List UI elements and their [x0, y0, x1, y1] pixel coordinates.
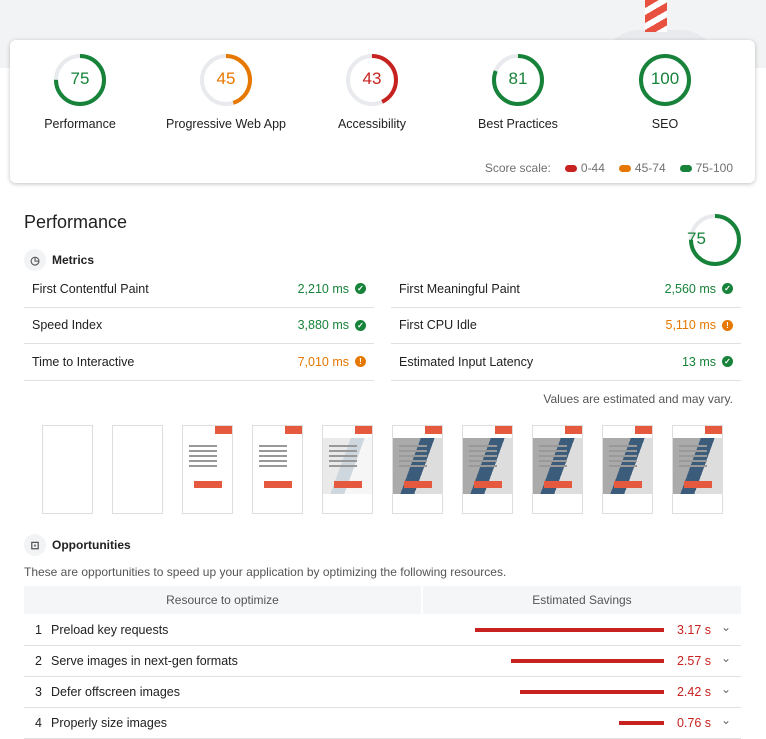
filmstrip-frame — [182, 425, 233, 514]
scores-summary-card: 75 Performance 45 Progressive Web App 43 Ac… — [10, 40, 755, 183]
metrics-right-column: First Meaningful Paint 2,560 ms ✓ First C… — [391, 271, 741, 381]
opportunity-row[interactable]: 4 Properly size images 0.76 s ⌄ — [24, 708, 741, 739]
performance-gauge: 75 — [687, 212, 743, 268]
metric-row: Time to Interactive 7,010 ms ! — [24, 344, 374, 381]
metric-name: Estimated Input Latency — [399, 354, 534, 369]
category-gauge-seo[interactable]: 100 SEO — [605, 52, 725, 131]
opportunity-icon: ⊡ — [24, 534, 46, 556]
gauge-score: 100 — [650, 69, 680, 88]
filmstrip-frame — [532, 425, 583, 514]
metric-row: Speed Index 3,880 ms ✓ — [24, 308, 374, 344]
category-label: SEO — [651, 117, 679, 131]
filmstrip-frame — [252, 425, 303, 514]
filmstrip-frame — [322, 425, 373, 514]
gauge-score: 43 — [362, 69, 382, 88]
gauge-score: 45 — [216, 69, 236, 88]
opportunity-row[interactable]: 1 Preload key requests 3.17 s ⌄ — [24, 615, 741, 646]
chevron-down-icon[interactable]: ⌄ — [720, 651, 731, 665]
opportunities-description: These are opportunities to speed up your… — [24, 565, 507, 579]
opportunity-savings: 0.76 s — [676, 716, 711, 730]
savings-bar — [618, 721, 664, 725]
metric-value: 2,210 ms — [297, 281, 349, 296]
check-icon: ✓ — [355, 319, 366, 331]
opportunity-title: Serve images in next-gen formats — [51, 654, 238, 668]
scale-pass: 75-100 — [679, 161, 733, 175]
info-icon: ! — [355, 356, 366, 368]
opportunities-table-header: Resource to optimize Estimated Savings — [24, 586, 741, 614]
stopwatch-icon: ◷ — [24, 249, 46, 271]
metric-name: First Contentful Paint — [32, 281, 149, 296]
metric-row: First CPU Idle 5,110 ms ! — [391, 308, 741, 344]
scale-average: 45-74 — [618, 161, 666, 175]
metric-value: 3,880 ms — [297, 318, 349, 333]
opportunity-title: Defer offscreen images — [51, 685, 180, 699]
filmstrip-frame — [112, 425, 163, 514]
chevron-down-icon[interactable]: ⌄ — [720, 620, 731, 634]
scale-fail: 0-44 — [564, 161, 605, 175]
opportunity-row[interactable]: 3 Defer offscreen images 2.42 s ⌄ — [24, 677, 741, 708]
filmstrip-frame — [602, 425, 653, 514]
metric-row: Estimated Input Latency 13 ms ✓ — [391, 344, 741, 381]
savings-bar — [475, 628, 664, 632]
gauge-arc — [492, 54, 544, 106]
chevron-down-icon[interactable]: ⌄ — [720, 713, 731, 727]
metric-row: First Meaningful Paint 2,560 ms ✓ — [391, 271, 741, 308]
filmstrip-frame — [462, 425, 513, 514]
gauge-arc — [689, 214, 741, 266]
gauge-score: 81 — [508, 69, 528, 88]
score-scale: Score scale: 0-44 45-74 75-100 — [485, 161, 733, 175]
col-resource: Resource to optimize — [24, 586, 421, 614]
opportunity-title: Properly size images — [51, 716, 168, 730]
score-scale-label: Score scale: — [484, 161, 551, 175]
opportunity-savings: 2.42 s — [676, 685, 711, 699]
savings-bar — [510, 659, 664, 663]
metric-name: First Meaningful Paint — [399, 281, 520, 296]
gauge-arc — [639, 54, 691, 106]
category-label: Accessibility — [337, 117, 407, 131]
metrics-header: ◷ Metrics — [24, 249, 94, 271]
metric-value: 2,560 ms — [664, 281, 716, 296]
info-icon: ! — [722, 319, 733, 331]
check-icon: ✓ — [722, 356, 733, 368]
metric-name: First CPU Idle — [399, 318, 477, 333]
gauge-arc — [54, 54, 106, 106]
opportunity-savings: 2.57 s — [676, 654, 711, 668]
metric-row: First Contentful Paint 2,210 ms ✓ — [24, 271, 374, 308]
category-gauge-accessibility[interactable]: 43 Accessibility — [312, 52, 432, 131]
gauge-score: 75 — [687, 229, 706, 248]
metric-name: Speed Index — [32, 318, 103, 333]
category-label: Performance — [44, 117, 116, 131]
category-label: Best Practices — [478, 117, 558, 131]
metric-value: 7,010 ms — [297, 354, 349, 369]
filmstrip-frame — [392, 425, 443, 514]
metrics-left-column: First Contentful Paint 2,210 ms ✓ Speed I… — [24, 271, 374, 381]
category-gauge-best-practices[interactable]: 81 Best Practices — [458, 52, 578, 131]
category-label: Progressive Web App — [166, 117, 286, 131]
chevron-down-icon[interactable]: ⌄ — [720, 682, 731, 696]
metric-value: 13 ms — [681, 354, 716, 369]
opportunity-row[interactable]: 2 Serve images in next-gen formats 2.57 … — [24, 646, 741, 677]
metric-value: 5,110 ms — [665, 318, 717, 333]
performance-title: Performance — [24, 212, 128, 232]
gauge-score: 75 — [70, 69, 90, 88]
estimate-note: Values are estimated and may vary. — [543, 392, 733, 406]
check-icon: ✓ — [722, 283, 733, 295]
lighthouse-logo — [645, 0, 667, 32]
gauge-arc — [346, 54, 398, 106]
opportunity-title: Preload key requests — [51, 623, 169, 637]
category-gauge-progressive-web-app[interactable]: 45 Progressive Web App — [166, 52, 286, 131]
check-icon: ✓ — [355, 283, 366, 295]
gauge-arc — [200, 54, 252, 106]
opportunity-savings: 3.17 s — [676, 623, 711, 637]
category-gauge-performance[interactable]: 75 Performance — [20, 52, 140, 131]
savings-bar — [519, 690, 664, 694]
filmstrip-frame — [42, 425, 93, 514]
filmstrip-frame — [672, 425, 723, 514]
col-savings: Estimated Savings — [423, 586, 741, 614]
metric-name: Time to Interactive — [32, 354, 135, 369]
opportunities-header: ⊡ Opportunities — [24, 534, 131, 556]
